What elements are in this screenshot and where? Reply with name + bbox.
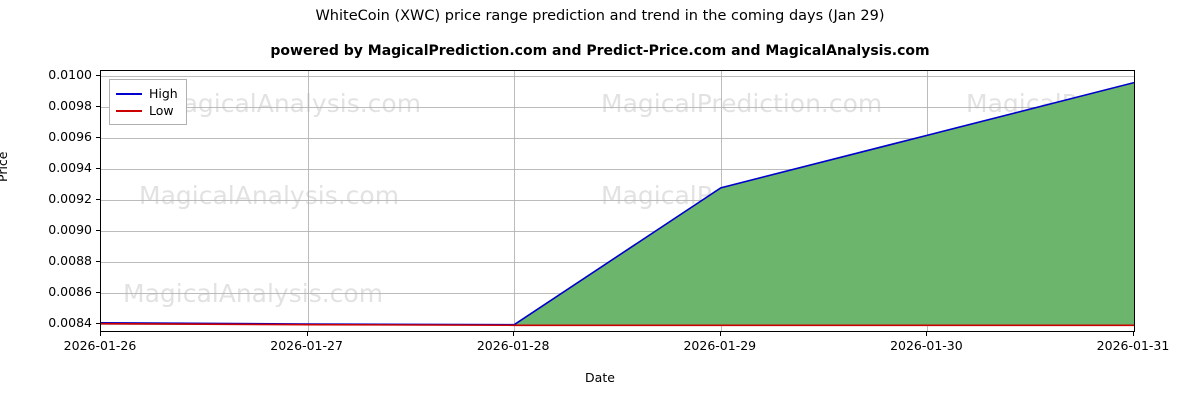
chart-title: WhiteCoin (XWC) price range prediction a… (315, 8, 885, 24)
y-tick-label: 0.0096 (48, 129, 92, 145)
y-tick-mark (96, 137, 100, 139)
gridline-y (101, 169, 1134, 171)
y-tick-mark (96, 230, 100, 232)
y-tick-label: 0.0090 (48, 222, 92, 238)
x-tick-label: 2026-01-27 (270, 338, 343, 353)
x-tick-mark (719, 332, 721, 336)
x-axis-label: Date (585, 370, 615, 385)
y-tick-mark (96, 199, 100, 201)
x-tick-mark (513, 332, 515, 336)
gridline-x (307, 71, 309, 331)
legend-item-low: Low (116, 102, 178, 119)
y-tick-mark (96, 75, 100, 77)
x-tick-mark (926, 332, 928, 336)
y-tick-label: 0.0086 (48, 284, 92, 300)
x-tick-mark (100, 332, 101, 336)
y-tick-mark (96, 292, 100, 294)
y-tick-label: 0.0092 (48, 191, 92, 207)
chart-subtitle: powered by MagicalPrediction.com and Pre… (270, 43, 930, 59)
gridline-x (514, 71, 516, 331)
y-tick-label: 0.0088 (48, 253, 92, 269)
y-axis-label: Price (0, 151, 10, 183)
y-tick-mark (96, 106, 100, 108)
legend-item-high: High (116, 85, 178, 102)
series-line-low (101, 322, 1134, 327)
y-tick-label: 0.0100 (48, 67, 92, 83)
gridline-y (101, 231, 1134, 233)
y-tick-label: 0.0084 (48, 315, 92, 331)
y-tick-mark (96, 261, 100, 263)
legend-swatch-low (116, 109, 142, 112)
x-tick-label: 2026-01-31 (1096, 338, 1170, 353)
y-tick-label: 0.0094 (48, 160, 92, 176)
x-tick-label: 2026-01-30 (890, 338, 963, 353)
legend: High Low (109, 79, 187, 125)
gridline-y (101, 107, 1134, 109)
y-tick-mark (96, 168, 100, 170)
legend-label-low: Low (149, 103, 174, 118)
series-graphics (101, 81, 1134, 327)
gridline-y (101, 138, 1134, 140)
gridline-x (1134, 71, 1135, 331)
legend-swatch-high (116, 92, 142, 95)
gridline-y (101, 200, 1134, 202)
y-tick-label: 0.0098 (48, 98, 92, 114)
x-tick-label: 2026-01-26 (63, 338, 137, 353)
gridline-y (101, 76, 1134, 78)
x-tick-label: 2026-01-29 (683, 338, 757, 353)
x-tick-mark (306, 332, 308, 336)
y-tick-mark (96, 323, 100, 325)
range-band (101, 82, 1134, 326)
x-tick-label: 2026-01-28 (476, 338, 550, 353)
x-tick-mark (1133, 332, 1134, 336)
plot-area: MagicalAnalysis.com MagicalPrediction.com… (100, 70, 1135, 332)
legend-label-high: High (149, 86, 178, 101)
